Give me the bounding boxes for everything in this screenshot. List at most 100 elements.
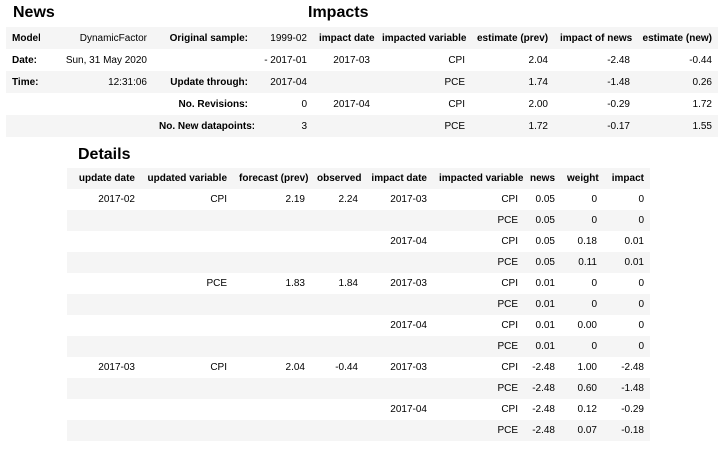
- details-table: update date updated variable forecast (pre…: [67, 168, 650, 441]
- table-cell: 0.26: [692, 76, 712, 88]
- table-cell: 0: [591, 278, 597, 289]
- table-cell: Model:: [12, 32, 40, 44]
- table-cell: CPI: [448, 54, 465, 66]
- table-cell: 2.24: [338, 194, 358, 205]
- table-cell: -2.48: [532, 362, 555, 373]
- table-cell: [67, 294, 141, 315]
- table-cell: 0: [638, 194, 644, 205]
- table-cell: [40, 115, 153, 137]
- column-header: weight: [567, 173, 599, 184]
- table-cell: [141, 336, 233, 357]
- table-cell: 0: [301, 98, 307, 110]
- table-cell: [67, 378, 141, 399]
- table-cell: [141, 294, 233, 315]
- table-cell: Original sample:: [169, 32, 248, 44]
- table-cell: 0.01: [535, 341, 555, 352]
- table-cell: CPI: [448, 98, 465, 110]
- table-row: PCE -2.48 0.07 -0.18: [67, 420, 650, 441]
- table-cell: [141, 252, 233, 273]
- table-cell: PCE: [497, 383, 518, 394]
- table-cell: 0.18: [577, 236, 597, 247]
- column-header: estimate (prev): [477, 32, 549, 44]
- table-cell: [311, 294, 364, 315]
- table-cell: 2017-02: [98, 194, 135, 205]
- table-cell: [311, 420, 364, 441]
- table-cell: 2017-04: [390, 404, 427, 415]
- column-header: forecast (prev): [239, 173, 309, 184]
- table-cell: CPI: [210, 362, 227, 373]
- table-cell: 2.04: [285, 362, 305, 373]
- table-cell: [364, 252, 433, 273]
- column-header: impact: [611, 173, 644, 184]
- column-header: impact date: [371, 173, 427, 184]
- table-cell: 0: [638, 299, 644, 310]
- table-cell: 0: [591, 215, 597, 226]
- table-cell: 0: [638, 215, 644, 226]
- table-row: PCE 0.05 0 0: [67, 210, 650, 231]
- table-cell: [141, 315, 233, 336]
- table-cell: 0.07: [577, 425, 597, 436]
- table-cell: [364, 378, 433, 399]
- table-cell: Time:: [12, 76, 39, 88]
- table-cell: 2.04: [528, 54, 548, 66]
- table-cell: -2.48: [607, 54, 630, 66]
- table-cell: -0.18: [621, 425, 644, 436]
- table-cell: 1.55: [692, 120, 712, 132]
- table-row: Date: Sun, 31 May 2020 - 2017-01: [6, 49, 313, 71]
- column-header: impact date: [319, 32, 375, 44]
- table-cell: 0.11: [578, 257, 597, 268]
- table-row: PCE 0.05 0.11 0.01: [67, 252, 650, 273]
- table-cell: -1.48: [607, 76, 630, 88]
- table-cell: -1.48: [621, 383, 644, 394]
- table-cell: [364, 420, 433, 441]
- table-row: 2017-03 CPI 2.04 -0.44 2017-03 CPI -2.48 1.00 -2…: [67, 357, 650, 378]
- table-cell: [233, 378, 311, 399]
- table-cell: [67, 210, 141, 231]
- table-row: 2017-03 CPI 2.04 -2.48 -0.44: [313, 49, 718, 71]
- table-cell: [67, 252, 141, 273]
- table-cell: 2017-03: [333, 54, 370, 66]
- table-cell: [311, 336, 364, 357]
- table-cell: 0.05: [535, 194, 555, 205]
- table-cell: [233, 399, 311, 420]
- table-cell: 2017-03: [390, 362, 427, 373]
- table-row: No. Revisions: 0: [6, 93, 313, 115]
- table-cell: 0.60: [577, 383, 597, 394]
- table-cell: [311, 252, 364, 273]
- table-cell: 3: [301, 120, 307, 132]
- table-cell: Date:: [12, 54, 38, 66]
- table-row: PCE 0.01 0 0: [67, 336, 650, 357]
- table-cell: 0.01: [624, 236, 644, 247]
- table-cell: [67, 336, 141, 357]
- table-cell: 0.01: [535, 278, 555, 289]
- table-cell: 0: [638, 278, 644, 289]
- table-row: PCE 0.01 0 0: [67, 294, 650, 315]
- table-cell: -2.48: [532, 383, 555, 394]
- table-cell: [364, 210, 433, 231]
- table-row: Model: DynamicFactor Original sample: 1999-…: [6, 27, 313, 49]
- table-cell: [141, 231, 233, 252]
- table-cell: 2.00: [528, 98, 548, 110]
- table-cell: CPI: [501, 236, 518, 247]
- table-row: 2017-02 CPI 2.19 2.24 2017-03 CPI 0.05 0 0: [67, 189, 650, 210]
- table-cell: 2.19: [285, 194, 305, 205]
- table-row: 2017-04 CPI 2.00 -0.29 1.72: [313, 93, 718, 115]
- table-cell: [153, 49, 254, 71]
- table-cell: CPI: [501, 194, 518, 205]
- table-cell: PCE: [497, 425, 518, 436]
- table-cell: -0.29: [607, 98, 630, 110]
- table-cell: 0.00: [577, 320, 597, 331]
- table-cell: -2.48: [621, 362, 644, 373]
- column-header: update date: [78, 173, 135, 184]
- table-cell: 0.05: [535, 257, 555, 268]
- table-cell: 2017-03: [98, 362, 135, 373]
- table-row: PCE 1.83 1.84 2017-03 CPI 0.01 0 0: [67, 273, 650, 294]
- table-cell: PCE: [497, 341, 518, 352]
- table-cell: - 2017-01: [264, 54, 307, 66]
- table-cell: No. New datapoints:: [159, 120, 254, 132]
- table-row: 2017-04 CPI 0.01 0.00 0: [67, 315, 650, 336]
- details-section-title: Details: [78, 146, 131, 163]
- table-cell: CPI: [210, 194, 227, 205]
- table-cell: CPI: [501, 320, 518, 331]
